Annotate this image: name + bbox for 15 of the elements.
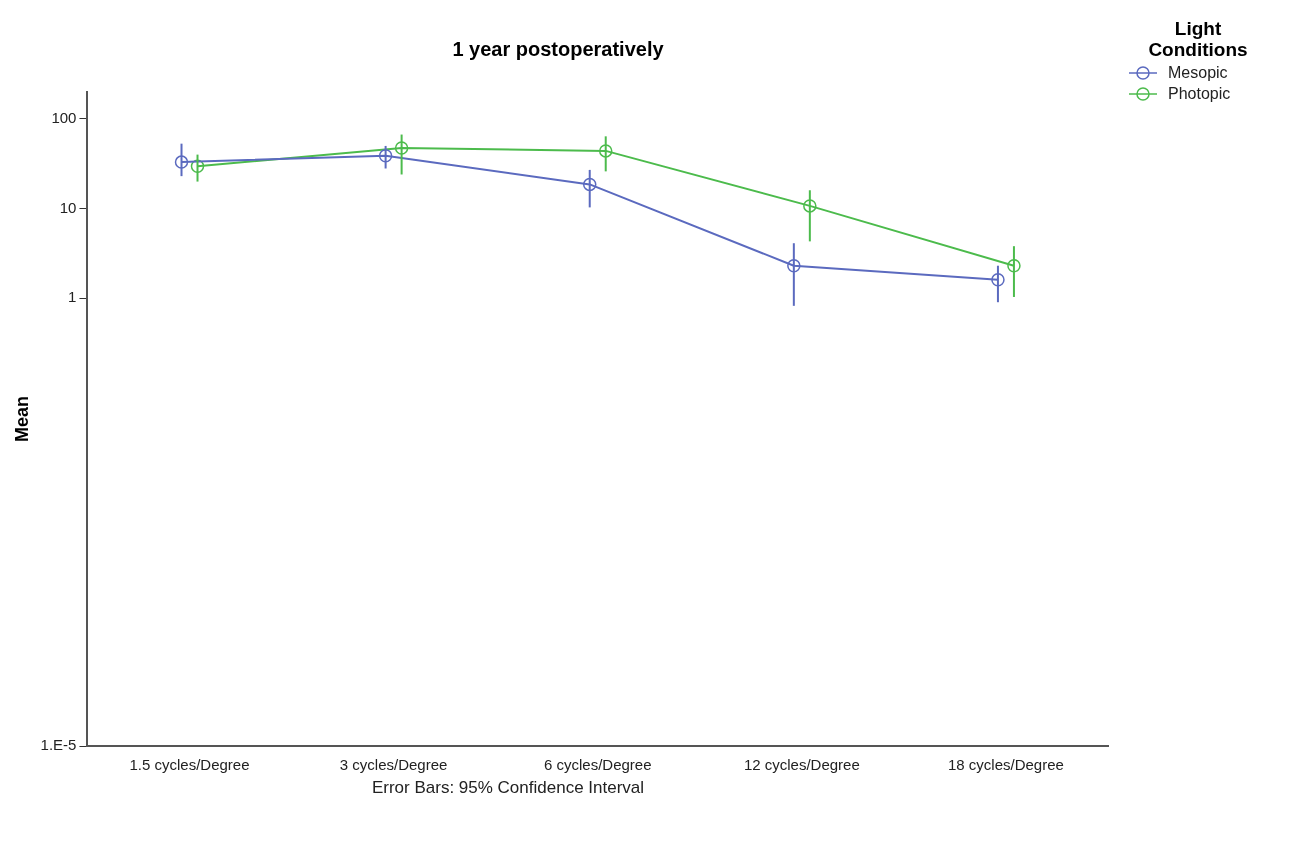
x-tick-label: 12 cycles/Degree (743, 756, 860, 774)
legend-label: Photopic (1168, 85, 1231, 103)
x-tick-label: 1.5 cycles/Degree (129, 756, 250, 774)
y-axis-title: Mean (11, 395, 32, 443)
legend-label: Mesopic (1168, 64, 1228, 82)
x-tick-label: 18 cycles/Degree (947, 756, 1064, 774)
y-tick-label: 1.E-5 (40, 736, 77, 754)
y-tick-label: 1 (68, 288, 77, 306)
legend-title: Light Conditions (1147, 18, 1249, 60)
x-tick-label: 6 cycles/Degree (543, 756, 652, 774)
x-tick-label: 3 cycles/Degree (339, 756, 448, 774)
text: Error Bars: 95% Confidence Interval (370, 778, 646, 798)
y-tick-label: 10 (59, 198, 77, 216)
chart-title: 1 year postoperatively (452, 37, 665, 60)
y-tick-label: 100 (51, 109, 77, 127)
